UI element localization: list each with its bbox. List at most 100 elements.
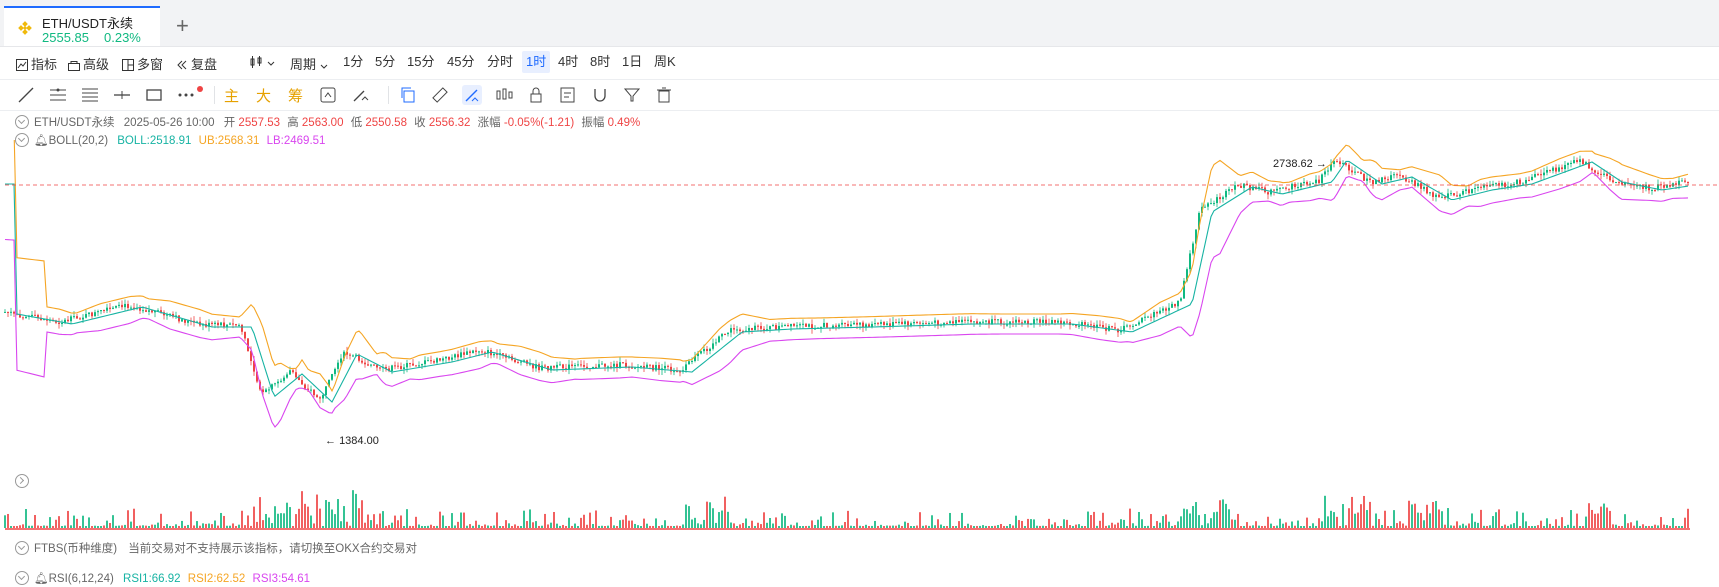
candle-body (1561, 167, 1563, 170)
advanced-button[interactable]: 高级 (68, 54, 109, 73)
candle-body (322, 395, 324, 399)
rectangle-icon[interactable] (144, 85, 164, 105)
expand-toggle-icon[interactable] (15, 474, 29, 488)
candle-body (349, 354, 351, 356)
candle-body (1246, 183, 1248, 185)
ruler-icon[interactable] (430, 85, 450, 105)
volume-bar (934, 525, 936, 528)
collapse-toggle-icon[interactable] (15, 541, 29, 555)
volume-bar (583, 514, 585, 528)
candle-body (361, 360, 363, 363)
fib-lines-icon[interactable] (80, 85, 100, 105)
rsi-name[interactable]: RSI(6,12,24) (48, 573, 114, 585)
volume-bar (1516, 511, 1518, 528)
lock-icon[interactable] (526, 85, 546, 105)
candle-body (577, 364, 579, 366)
volume-bar (463, 512, 465, 528)
period-8h[interactable]: 8时 (590, 54, 611, 69)
volume-bar (358, 508, 360, 528)
chart-type-button[interactable] (250, 54, 278, 69)
indicators-button[interactable]: 指标 (16, 54, 57, 73)
volume-bar (706, 501, 708, 528)
volume-bar (397, 520, 399, 528)
draw-mode-icon[interactable] (462, 85, 482, 105)
volume-bar (424, 526, 426, 528)
chips-button[interactable]: 筹 (288, 88, 304, 105)
main-chart-button[interactable]: 主 (224, 88, 240, 105)
chips-settings-icon[interactable] (318, 85, 338, 105)
candle-body (757, 325, 759, 327)
bell-icon[interactable]: 🔔︎ (34, 135, 49, 147)
volume-bar (328, 501, 330, 528)
volume-bar (1105, 525, 1107, 528)
advanced-label: 高级 (83, 57, 110, 72)
candle-body (874, 323, 876, 325)
candlestick-chart[interactable] (0, 140, 1719, 450)
volume-bar (529, 509, 531, 528)
period-weekly[interactable]: 周K (654, 54, 676, 69)
multiwindow-button[interactable]: 多窗 (122, 54, 163, 73)
candle-body (97, 311, 99, 313)
period-5m[interactable]: 5分 (375, 54, 396, 69)
volume-bar (1165, 514, 1167, 528)
candle-body (1384, 177, 1386, 180)
period-4h[interactable]: 4时 (558, 54, 579, 69)
candle-body (394, 365, 396, 367)
candle-body (718, 336, 720, 343)
add-tab-button[interactable]: + (176, 13, 189, 38)
volume-bar (1681, 525, 1683, 528)
copy-icon[interactable] (398, 85, 418, 105)
volume-bar (547, 524, 549, 528)
volume-bar (457, 521, 459, 528)
trend-line-icon[interactable] (16, 85, 36, 105)
period-dropdown[interactable]: 周期 (290, 54, 332, 73)
volume-bar (1192, 506, 1194, 528)
candle-body (1087, 324, 1089, 326)
ohlc-open-label: 开 (223, 117, 236, 129)
horizontal-line-icon[interactable] (112, 85, 132, 105)
replay-button[interactable]: 复盘 (176, 54, 217, 73)
volume-bar (1573, 525, 1575, 528)
more-tools-icon[interactable] (176, 85, 196, 105)
candle-body (1216, 197, 1218, 204)
candle-body (1618, 182, 1620, 184)
volume-bar (496, 512, 498, 528)
edit-note-icon[interactable] (558, 85, 578, 105)
candle-body (1336, 161, 1338, 163)
candle-body (1516, 179, 1518, 185)
candles-visibility-icon[interactable] (494, 85, 514, 105)
big-order-button[interactable]: 大 (256, 88, 272, 105)
volume-bar (1036, 525, 1038, 528)
volume-bar (649, 525, 651, 528)
magnet-pencil-icon[interactable] (350, 85, 370, 105)
candle-body (112, 307, 114, 309)
magnet-icon[interactable] (590, 85, 610, 105)
period-1d[interactable]: 1日 (622, 54, 643, 69)
boll-name[interactable]: BOLL(20,2) (48, 135, 109, 147)
volume-bar (967, 523, 969, 528)
volume-bar (580, 517, 582, 528)
volume-bar (271, 523, 273, 528)
parallel-channel-icon[interactable] (48, 85, 68, 105)
collapse-toggle-icon[interactable] (15, 133, 29, 147)
period-15m[interactable]: 15分 (407, 54, 435, 69)
tab-eth-usdt[interactable]: ETH/USDT永续 2555.85 0.23% (4, 6, 160, 46)
ftbs-name[interactable]: FTBS(币种维度) (34, 543, 118, 555)
volume-bar (148, 525, 150, 528)
volume-bar (61, 526, 63, 528)
volume-bar (1471, 513, 1473, 528)
volume-bar (847, 510, 849, 528)
volume-bar (1339, 525, 1341, 528)
period-1m[interactable]: 1分 (343, 54, 364, 69)
filter-icon[interactable] (622, 85, 642, 105)
volume-bar (91, 525, 93, 528)
bell-icon[interactable]: 🔔︎ (34, 573, 49, 585)
period-45m[interactable]: 45分 (447, 54, 475, 69)
trash-icon[interactable] (654, 85, 674, 105)
collapse-toggle-icon[interactable] (15, 571, 29, 585)
candle-body (850, 324, 852, 327)
collapse-toggle-icon[interactable] (15, 115, 29, 129)
period-timeshare[interactable]: 分时 (487, 54, 514, 69)
period-1h[interactable]: 1时 (522, 51, 551, 73)
candle-body (397, 365, 399, 367)
